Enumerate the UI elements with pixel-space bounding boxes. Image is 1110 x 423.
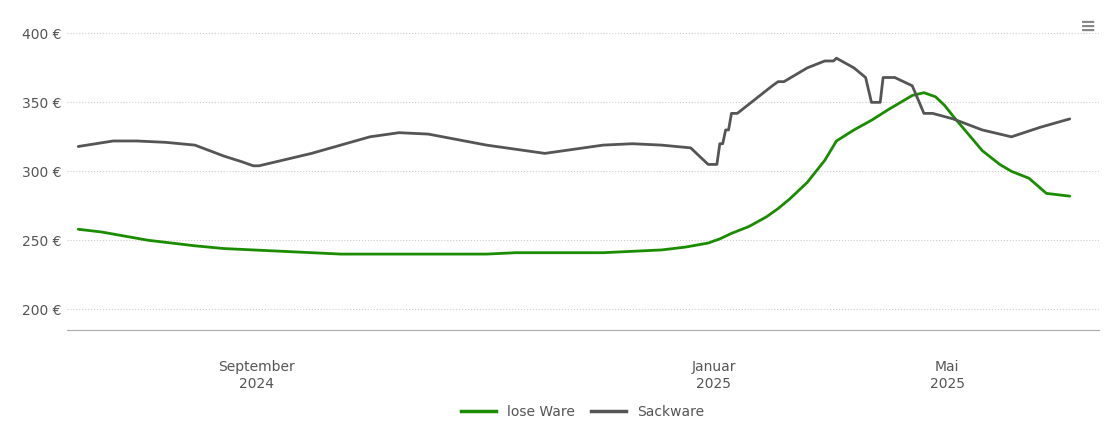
Text: Januar
2025: Januar 2025 <box>692 360 736 391</box>
Text: September
2024: September 2024 <box>218 360 294 391</box>
Legend: lose Ware, Sackware: lose Ware, Sackware <box>455 399 710 423</box>
Text: ≡: ≡ <box>1080 17 1097 36</box>
Text: Mai
2025: Mai 2025 <box>930 360 965 391</box>
